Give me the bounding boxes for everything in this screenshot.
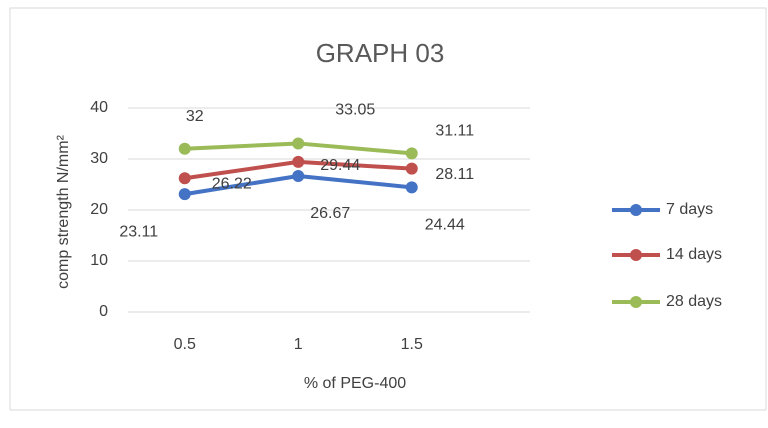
- legend-marker: [630, 204, 642, 216]
- data-point: [178, 188, 191, 201]
- data-label: 23.11: [119, 223, 158, 240]
- legend-label: 7 days: [666, 201, 713, 218]
- y-axis-label: comp strength N/mm²: [55, 134, 72, 288]
- data-label: 26.22: [212, 175, 252, 192]
- data-point: [405, 162, 418, 175]
- legend-label: 28 days: [666, 293, 722, 310]
- y-tick-label: 40: [90, 99, 108, 116]
- legend-label: 14 days: [666, 246, 722, 263]
- data-point: [292, 155, 305, 168]
- data-point: [178, 142, 191, 155]
- data-label: 28.11: [435, 166, 474, 183]
- x-axis-label: % of PEG-400: [304, 375, 406, 392]
- legend-marker: [630, 249, 642, 261]
- data-point: [292, 169, 305, 182]
- y-tick-label: 10: [90, 252, 108, 269]
- data-label: 32: [186, 108, 204, 125]
- data-label: 33.05: [335, 102, 375, 119]
- y-tick-label: 20: [90, 201, 108, 218]
- data-label: 26.67: [310, 205, 350, 222]
- data-label: 29.44: [320, 157, 360, 174]
- x-tick-label: 0.5: [174, 336, 196, 353]
- y-tick-label: 0: [99, 303, 108, 320]
- data-label: 31.11: [435, 123, 474, 140]
- chart-title: GRAPH 03: [316, 38, 445, 68]
- x-tick-label: 1.5: [401, 336, 423, 353]
- y-tick-label: 30: [90, 150, 108, 167]
- data-point: [292, 137, 305, 150]
- data-point: [178, 172, 191, 185]
- x-tick-label: 1: [294, 336, 303, 353]
- data-point: [405, 181, 418, 194]
- data-label: 24.44: [425, 217, 465, 234]
- data-point: [405, 147, 418, 160]
- legend-marker: [630, 296, 642, 308]
